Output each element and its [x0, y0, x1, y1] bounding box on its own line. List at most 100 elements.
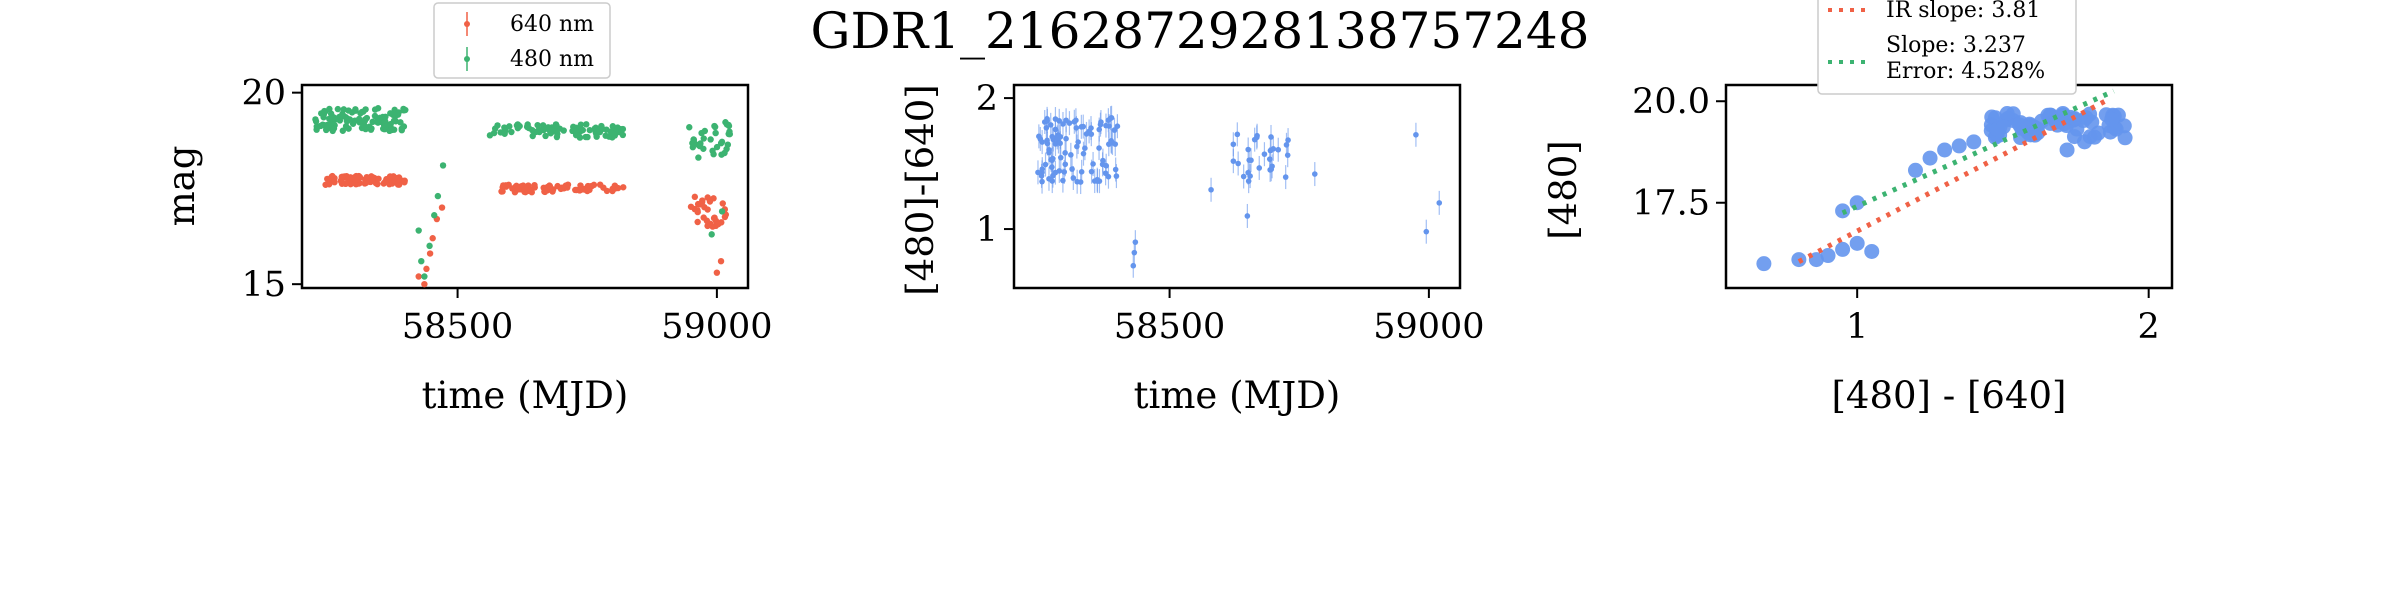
data-point: [578, 126, 586, 134]
data-point: [1130, 262, 1137, 269]
data-point: [531, 181, 538, 189]
data-point: [547, 130, 554, 137]
data-point: [712, 129, 719, 137]
data-point: [1052, 126, 1059, 133]
data-point: [577, 121, 585, 128]
color-curve-panel: 58500 59000 1 2 time (MJD) [480]-[640]: [899, 79, 1485, 417]
legend-marker-green: [464, 56, 470, 62]
data-point: [1042, 161, 1049, 168]
data-point: [1995, 119, 2011, 135]
data-point: [695, 141, 702, 149]
data-point: [501, 130, 508, 137]
data-point: [1413, 131, 1419, 138]
data-point: [439, 162, 447, 169]
plot-marks: [1756, 88, 2133, 272]
data-point: [423, 265, 430, 273]
x-tick-label: 58500: [1114, 307, 1225, 347]
data-point: [431, 212, 438, 219]
data-point: [1208, 186, 1214, 193]
data-point: [1230, 141, 1237, 148]
data-point: [320, 114, 327, 121]
y-tick-label: 20.0: [1632, 82, 1710, 122]
plot-marks: [312, 105, 734, 288]
y-tick-label: 2: [976, 79, 998, 119]
data-point: [596, 181, 604, 188]
data-point: [321, 107, 328, 115]
legend-frame: [433, 2, 611, 79]
data-point: [694, 218, 701, 226]
data-point: [398, 127, 405, 134]
figure-title: GDR1_2162872928138757248: [811, 2, 1590, 60]
data-point: [717, 257, 725, 265]
data-point: [721, 213, 729, 221]
data-point: [415, 227, 422, 234]
data-point: [500, 182, 507, 189]
data-point: [339, 127, 347, 134]
data-point: [721, 149, 728, 157]
data-point: [1132, 239, 1139, 245]
y-tick-label: 20: [241, 74, 286, 114]
data-point: [326, 105, 333, 113]
data-point: [725, 122, 733, 130]
data-point: [329, 115, 336, 122]
data-point: [553, 122, 560, 129]
data-point: [1105, 117, 1112, 124]
data-point: [1230, 158, 1237, 164]
data-point: [529, 127, 536, 134]
plot-frame: [1012, 83, 1462, 290]
data-point: [1071, 118, 1078, 125]
data-point: [434, 192, 442, 200]
plot-frame: [300, 83, 750, 290]
data-point: [1266, 156, 1273, 162]
data-point: [392, 174, 399, 182]
data-point: [1035, 169, 1041, 176]
data-point: [687, 203, 695, 210]
data-point: [1244, 213, 1251, 219]
data-point: [599, 125, 606, 133]
data-point: [1131, 249, 1138, 256]
data-point: [1063, 117, 1069, 124]
data-point: [1062, 161, 1069, 168]
data-point: [726, 130, 734, 138]
data-point: [686, 124, 693, 131]
legend: IR slope: 3.81 Slope: 3.237 Error: 4.528…: [1817, 0, 2077, 95]
x-tick-label: 2: [2138, 307, 2160, 347]
data-point: [401, 179, 408, 186]
data-point: [522, 185, 530, 193]
data-point: [382, 123, 389, 130]
data-point: [421, 280, 428, 288]
data-point: [695, 154, 702, 161]
data-point: [1283, 142, 1290, 148]
data-point: [345, 107, 352, 114]
data-point: [1423, 228, 1430, 235]
data-point: [2077, 134, 2093, 150]
legend-label: 640 nm: [510, 12, 594, 37]
data-point: [609, 185, 616, 192]
data-point: [583, 121, 590, 128]
data-point: [342, 122, 350, 130]
data-point: [572, 131, 580, 139]
data-point: [400, 105, 407, 113]
legend-label: IR slope: 3.81: [1886, 0, 2040, 23]
axis-ticks: 58500 59000 15 20: [241, 74, 772, 347]
data-point: [1083, 131, 1090, 137]
x-tick-label: 58500: [402, 307, 513, 347]
data-point: [513, 182, 520, 190]
data-point: [724, 141, 732, 148]
data-point: [1275, 146, 1282, 153]
data-point: [1245, 178, 1252, 184]
data-point: [1267, 147, 1274, 154]
data-point: [339, 110, 346, 118]
data-point: [546, 182, 553, 190]
data-point: [498, 188, 505, 195]
legend-frame: [1817, 0, 2077, 95]
data-point: [1284, 152, 1291, 158]
data-point: [1951, 138, 1967, 154]
data-point: [1070, 175, 1077, 181]
data-point: [1039, 166, 1046, 172]
data-point: [593, 133, 600, 140]
data-point: [2055, 105, 2071, 121]
data-point: [584, 133, 591, 141]
data-point: [614, 184, 622, 192]
